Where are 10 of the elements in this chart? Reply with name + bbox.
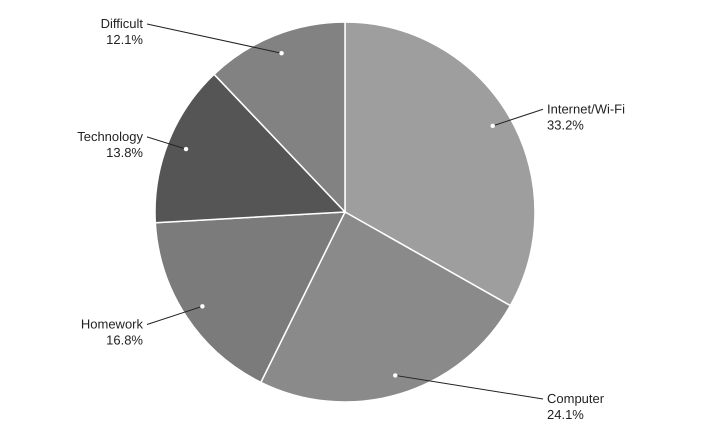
data-label: 16.8% [106, 332, 144, 348]
data-label: 12.1% [106, 32, 144, 47]
slice-label: Internet/Wi-Fi [547, 101, 626, 116]
data-label: 13.8% [106, 144, 144, 160]
data-label: 24.1% [547, 407, 584, 422]
slice-label: Homework [80, 316, 144, 332]
slice-label: Technology [77, 128, 144, 144]
slice-label: Difficult [100, 16, 144, 31]
data-label: 33.2% [547, 117, 584, 132]
slice-label: Computer [547, 391, 605, 406]
